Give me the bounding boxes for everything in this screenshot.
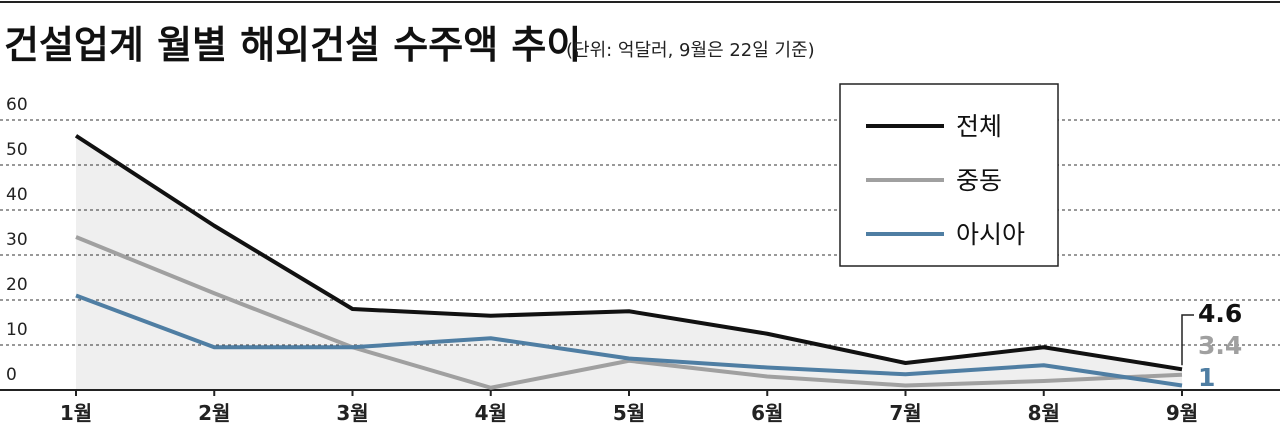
- y-tick-label: 40: [6, 185, 28, 205]
- legend-label: 전체: [956, 112, 1002, 141]
- y-tick-label: 50: [6, 140, 28, 160]
- legend-box: [839, 83, 1059, 267]
- value-label: 4.6: [1198, 299, 1242, 328]
- legend-label: 아시아: [956, 220, 1025, 249]
- value-label: 1: [1198, 363, 1215, 392]
- x-tick-label: 7월: [889, 401, 921, 425]
- y-tick-label: 30: [6, 230, 28, 250]
- x-tick-label: 2월: [198, 401, 230, 425]
- legend-label: 중동: [956, 166, 1002, 195]
- x-tick-label: 3월: [336, 401, 368, 425]
- x-tick-label: 4월: [475, 401, 507, 425]
- x-tick-label: 8월: [1028, 401, 1060, 425]
- x-tick-label: 1월: [60, 401, 92, 425]
- y-tick-label: 0: [6, 365, 17, 385]
- line-series: [75, 293, 1183, 388]
- area-fill: [76, 135, 1182, 390]
- leader-line: [1181, 314, 1194, 366]
- chart-title: 건설업계 월별 해외건설 수주액 추이: [4, 23, 581, 67]
- chart-subtitle: (단위: 억달러, 9월은 22일 기준): [566, 40, 815, 61]
- x-tick-label: 6월: [751, 401, 783, 425]
- x-tick-label: 9월: [1166, 401, 1198, 425]
- y-tick-label: 10: [6, 320, 28, 340]
- x-tick-label: 5월: [613, 401, 645, 425]
- line-series: [75, 235, 1183, 390]
- value-label: 3.4: [1198, 331, 1242, 360]
- line-series: [74, 134, 1183, 372]
- y-tick-label: 60: [6, 95, 28, 115]
- y-tick-label: 20: [6, 275, 28, 295]
